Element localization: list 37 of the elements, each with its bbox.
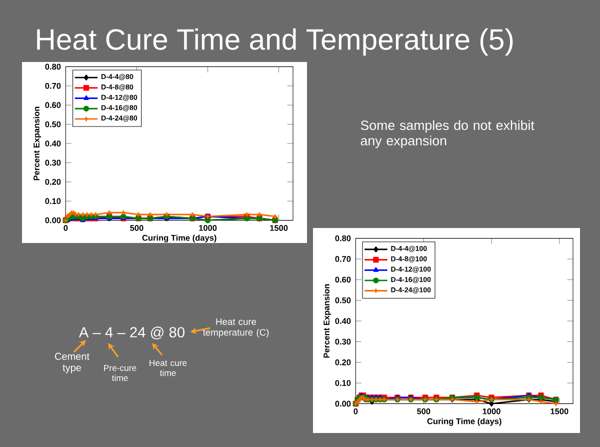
text: A – 4 – 24 @ 80 — [78, 326, 184, 340]
y-tick-label: 0.20 — [45, 178, 61, 185]
y-tick-label: 0.50 — [335, 297, 351, 304]
chart-title: Heat Cure Time and Temperature (5) — [37, 28, 513, 56]
y-axis-title: Percent Expansion — [33, 106, 42, 180]
y-tick-label: 0.80 — [335, 235, 351, 242]
x-tick-label: 1500 — [270, 225, 288, 231]
y-tick-label: 0.30 — [45, 160, 61, 166]
x-tick-label: 1500 — [550, 408, 568, 414]
y-tick-label: 0.10 — [335, 380, 351, 386]
text: Some samples do not exhibit any expansion — [360, 120, 534, 148]
y-tick-label: 0.10 — [45, 198, 61, 204]
y-tick-label: 0.80 — [45, 64, 61, 70]
x-axis-title: Curing Time (days) — [427, 418, 502, 426]
y-tick-label: 0.60 — [45, 102, 61, 108]
y-tick-label: 0.00 — [45, 217, 61, 224]
x-tick-label: 1000 — [199, 225, 217, 231]
y-tick-label: 0.60 — [335, 276, 351, 283]
y-tick-label: 0.50 — [45, 121, 61, 128]
x-tick-label: 0 — [64, 225, 68, 231]
x-tick-label: 500 — [130, 225, 144, 231]
y-tick-label: 0.00 — [335, 400, 351, 407]
x-tick-label: 500 — [416, 408, 430, 414]
x-axis-title: Curing Time (days) — [142, 234, 216, 242]
y-axis-title: Percent Expansion — [323, 284, 332, 358]
text: Heat cure time — [150, 360, 187, 376]
y-tick-label: 0.70 — [335, 256, 351, 262]
y-tick-label: 0.70 — [45, 82, 61, 89]
text: Cement type — [54, 352, 90, 374]
x-tick-label: 0 — [354, 408, 358, 414]
y-tick-label: 0.40 — [45, 140, 61, 146]
y-tick-label: 0.20 — [335, 359, 351, 366]
y-tick-label: 0.30 — [335, 338, 351, 345]
x-tick-label: 1000 — [482, 408, 500, 414]
text: Pre-cure time — [104, 364, 136, 382]
text: Heat cure temperature (C) — [202, 318, 269, 338]
y-tick-label: 0.40 — [335, 318, 351, 324]
